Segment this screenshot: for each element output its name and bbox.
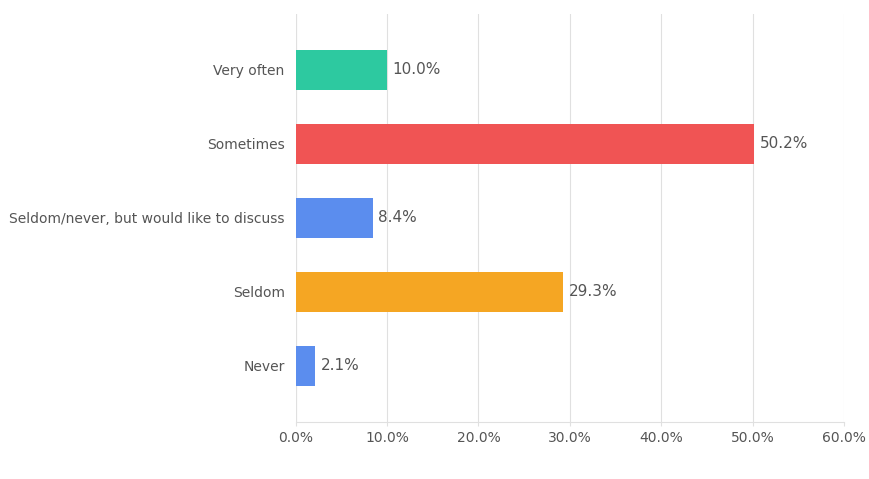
Text: 10.0%: 10.0% [392,62,441,78]
Text: 2.1%: 2.1% [320,358,359,374]
Bar [295,197,372,239]
Bar [295,124,753,164]
Bar [295,49,387,90]
Text: 8.4%: 8.4% [377,210,416,226]
Bar [295,346,315,387]
Bar [295,272,563,312]
Text: 50.2%: 50.2% [759,137,807,151]
Text: 29.3%: 29.3% [568,285,617,299]
